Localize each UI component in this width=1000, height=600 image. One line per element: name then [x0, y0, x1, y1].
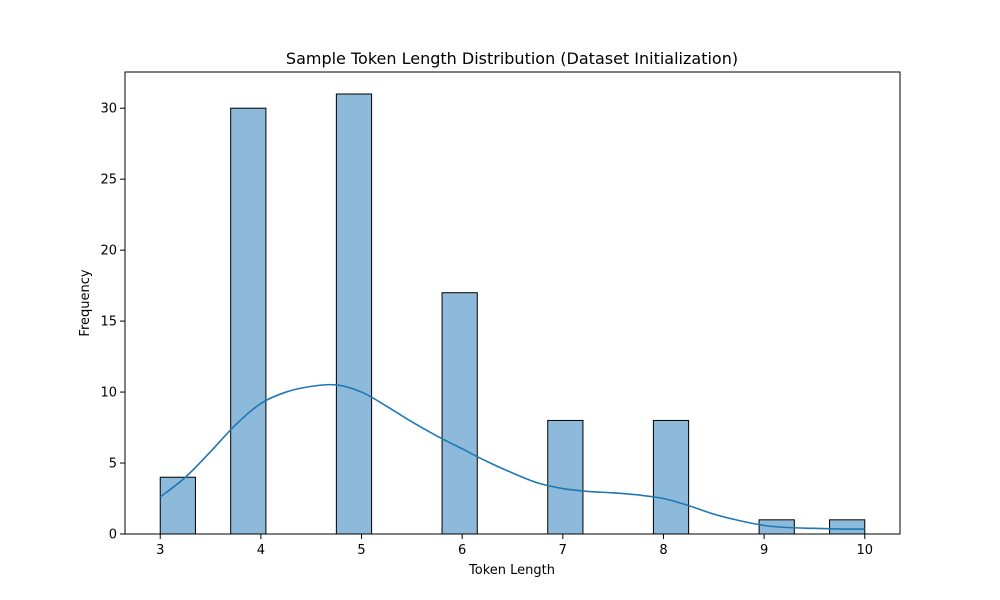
histogram-bar-1: [159, 476, 196, 535]
x-tick-label-4: 4: [257, 543, 265, 558]
plot-frame: [124, 71, 901, 535]
x-axis-ticks: 3 4 5 6 7 8 9 10: [156, 534, 873, 558]
x-tick-label-6: 6: [458, 543, 466, 558]
bars-group: [159, 93, 866, 535]
chart-title: Sample Token Length Distribution (Datase…: [286, 49, 738, 68]
y-tick-label-20: 20: [100, 244, 117, 259]
x-tick-label-8: 8: [659, 543, 667, 558]
x-tick-label-9: 9: [760, 543, 768, 558]
y-tick-label-15: 15: [100, 315, 117, 330]
y-tick-label-10: 10: [100, 386, 117, 401]
kde-line: [159, 383, 865, 530]
histogram-bar-8: [829, 519, 866, 535]
x-tick-label-5: 5: [357, 543, 365, 558]
y-axis-ticks: 0 5 10 15 20 25 30: [100, 102, 125, 543]
y-tick-label-30: 30: [100, 102, 117, 117]
x-tick-label-7: 7: [559, 543, 567, 558]
y-axis-label: Frequency: [78, 269, 93, 336]
x-axis-label: Token Length: [468, 563, 555, 578]
y-tick-label-0: 0: [109, 528, 117, 543]
x-tick-label-3: 3: [156, 543, 164, 558]
histogram-bar-3: [335, 93, 373, 535]
histogram-bar-5: [547, 419, 584, 535]
x-tick-label-10: 10: [856, 543, 873, 558]
histogram-bar-2: [230, 107, 267, 535]
histogram-bar-6: [652, 419, 690, 535]
y-tick-label-25: 25: [100, 173, 117, 188]
histogram-bar-4: [441, 292, 478, 535]
y-tick-label-5: 5: [109, 457, 117, 472]
